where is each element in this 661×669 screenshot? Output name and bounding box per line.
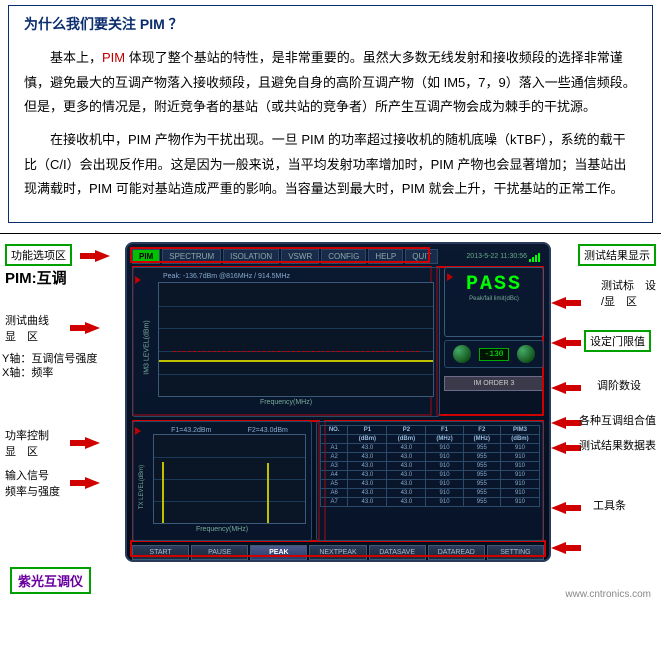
arrow-icon [85,322,100,334]
table-header: NO. [321,426,348,435]
table-row: A643.043.0910955910 [321,489,540,498]
arrow-icon [551,417,566,429]
tool-datasave[interactable]: DATASAVE [369,545,426,560]
chart-plot-area [158,282,434,397]
table-row: A343.043.0910955910 [321,462,540,471]
ann-combo: 各种互调组合值 [579,412,656,428]
table-unit: (dBm) [500,435,539,444]
arrow-icon [551,297,566,309]
threshold-control: -130 [444,340,544,368]
menu-pim[interactable]: PIM [132,249,160,264]
table-row: A243.043.0910955910 [321,453,540,462]
tool-start[interactable]: START [132,545,189,560]
ann-marker: 测试标 设 /显 区 [601,277,656,309]
device-name-label: 紫光互调仪 [10,567,91,594]
marker-icon [447,273,453,281]
data-table: NO.P1P2F1F2PIM3 (dBm)(dBm)(MHz)(MHz)(dBm… [320,425,540,507]
device-screenshot-section: 功能选项区 PIM:互调 测试曲线 显 区 Y轴：互调信号强度 X轴：频率 功率… [0,233,661,602]
ann-power-ctrl: 功率控制 显 区 [5,427,49,459]
table-unit: (dBm) [348,435,387,444]
threshold-value: -130 [479,348,508,361]
im-trace [159,360,433,362]
y-axis-label: IM3 LEVEL(dBm) [144,320,151,374]
ann-curve-area: 测试曲线 显 区 [5,312,49,344]
table-row: A143.043.0910955910 [321,444,540,453]
ann-result-disp: 测试结果显示 [578,244,656,266]
menu-vswr[interactable]: VSWR [281,249,319,264]
arrow-icon [85,437,100,449]
arrow-icon [551,442,566,454]
tool-pause[interactable]: PAUSE [191,545,248,560]
source-url: www.cntronics.com [565,589,651,600]
ann-input-sig: 输入信号 频率与强度 [5,467,60,499]
doc-title: 为什么我们要关注 PIM ？ [24,14,637,34]
y-axis-label: TX LEVEL(dBm) [139,464,145,508]
pass-text: PASS [450,273,538,296]
chart-plot-area [153,434,306,524]
knob-right[interactable] [517,345,535,363]
x-axis-label: Frequency(MHz) [138,526,306,533]
ann-pim-label: PIM:互调 [5,267,67,288]
arrow-icon [85,477,100,489]
timestamp: 2013-5-22 11:30:56 [466,253,527,260]
table-header: F1 [426,426,463,435]
ann-x-axis: X轴：频率 [2,364,53,380]
signal-icon [529,252,544,262]
tool-peak[interactable]: PEAK [250,545,307,560]
x-axis-label: Frequency(MHz) [138,399,434,406]
table-unit: (MHz) [426,435,463,444]
tx-power-chart: F1=43.2dBm F2=43.0dBm TX LEVEL(dBm) Freq… [132,421,312,541]
arrow-icon [551,382,566,394]
table-row: A443.043.0910955910 [321,471,540,480]
pass-fail-indicator: PASS Peak/fail limit(dBc) [444,267,544,337]
results-table: NO.P1P2F1F2PIM3 (dBm)(dBm)(MHz)(MHz)(dBm… [316,421,544,541]
knob-left[interactable] [453,345,471,363]
table-unit: (MHz) [463,435,500,444]
bottom-toolbar: START PAUSE PEAK NEXTPEAK DATASAVE DATAR… [132,545,544,560]
arrow-icon [551,337,566,349]
ann-func-opts: 功能选项区 [5,244,72,266]
f2-bar [267,463,269,523]
ann-data-table: 测试结果数据表 [579,437,656,453]
document-text-panel: 为什么我们要关注 PIM ？ 基本上，PIM 体现了整个基站的特性，是非常重要的… [8,5,653,223]
arrow-icon [551,542,566,554]
menu-spectrum[interactable]: SPECTRUM [162,249,221,264]
paragraph-1: 基本上，PIM 体现了整个基站的特性，是非常重要的。虽然大多数无线发射和接收频段… [24,46,637,120]
table-row: A743.043.0910955910 [321,498,540,507]
table-header: P2 [387,426,426,435]
menu-quit[interactable]: QUIT [405,249,438,264]
menu-isolation[interactable]: ISOLATION [223,249,279,264]
im-order-button[interactable]: IM ORDER 3 [444,376,544,391]
tool-setting[interactable]: SETTING [487,545,544,560]
table-header: P1 [348,426,387,435]
menu-config[interactable]: CONFIG [321,249,366,264]
f1-bar [162,462,164,524]
tool-dataread[interactable]: DATAREAD [428,545,485,560]
ann-threshold: 设定门限值 [584,330,651,352]
table-row: A543.043.0910955910 [321,480,540,489]
ann-toolbar: 工具条 [593,497,626,513]
pass-subtitle: Peak/fail limit(dBc) [450,296,538,302]
arrow-icon [551,502,566,514]
table-unit: (dBm) [387,435,426,444]
tool-nextpeak[interactable]: NEXTPEAK [309,545,366,560]
arrow-icon [95,250,110,262]
table-unit [321,435,348,444]
peak-readout: Peak: -136.7dBm @816MHz / 914.5MHz [163,273,434,280]
table-header: F2 [463,426,500,435]
im-curve-chart: Peak: -136.7dBm @816MHz / 914.5MHz IM3 L… [132,267,440,417]
instrument-screen: PIM SPECTRUM ISOLATION VSWR CONFIG HELP … [125,242,551,562]
paragraph-2: 在接收机中，PIM 产物作为干扰出现。一旦 PIM 的功率超过接收机的随机底噪（… [24,128,637,202]
menu-bar: PIM SPECTRUM ISOLATION VSWR CONFIG HELP … [132,249,544,264]
f1-label: F1=43.2dBm [171,427,211,434]
ann-order: 调阶数设 [597,377,641,393]
table-header: PIM3 [500,426,539,435]
f2-label: F2=43.0dBm [248,427,288,434]
menu-help[interactable]: HELP [368,249,403,264]
